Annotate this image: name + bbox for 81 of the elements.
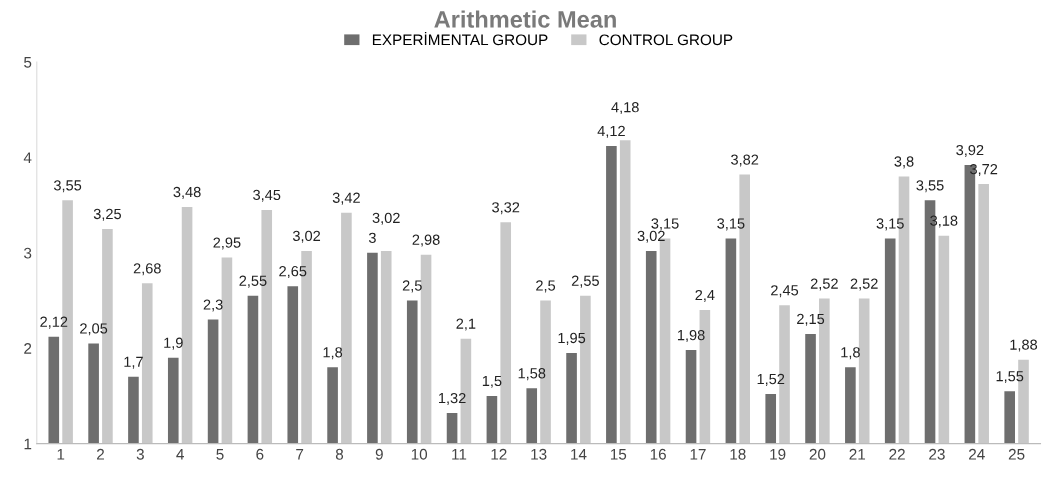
legend-label: EXPERİMENTAL GROUP [372, 31, 548, 46]
x-tick-label: 2 [97, 448, 104, 460]
data-label: 3,45 [253, 189, 281, 202]
data-label: 1,9 [164, 337, 183, 350]
data-label: 2,5 [536, 280, 556, 293]
data-label: 1,88 [1010, 339, 1038, 352]
data-label: 3,42 [332, 192, 360, 205]
data-label: 1,32 [439, 392, 466, 405]
x-tick-label: 18 [730, 448, 746, 460]
data-label: 2,55 [239, 275, 267, 288]
x-tick-label: 21 [849, 448, 866, 460]
data-label: 2,12 [40, 316, 68, 329]
data-label: 1,5 [482, 375, 502, 388]
data-label: 1,7 [124, 356, 143, 369]
y-tick-label: 5 [24, 57, 32, 68]
x-tick-label: 4 [176, 449, 184, 460]
data-label: 3,02 [372, 212, 400, 225]
data-label: 3,32 [492, 202, 520, 215]
y-tick-label: 4 [23, 152, 32, 163]
data-label: 3,15 [651, 218, 679, 231]
x-tick-label: 19 [770, 448, 786, 460]
x-tick-label: 17 [690, 449, 706, 460]
data-label: 3,55 [53, 180, 82, 193]
data-label: 2,1 [456, 318, 476, 331]
data-label: 3,8 [894, 156, 914, 169]
data-label: 3,55 [916, 180, 944, 193]
data-label: 3,02 [292, 230, 321, 243]
data-label: 2,4 [695, 289, 715, 302]
data-label: 2,52 [850, 278, 878, 291]
x-tick-label: 23 [929, 448, 945, 460]
legend-label: CONTROL GROUP [599, 34, 733, 46]
data-label: 1,8 [323, 347, 343, 360]
data-label: 2,45 [771, 285, 799, 298]
data-label: 3,25 [93, 208, 121, 221]
data-label: 2,95 [213, 237, 241, 250]
x-tick-label: 16 [650, 448, 666, 460]
data-label: 1,98 [677, 329, 705, 343]
x-tick-label: 25 [1008, 448, 1025, 460]
data-label: 3 [368, 232, 376, 243]
data-label: 2,52 [810, 278, 838, 291]
data-label: 1,8 [841, 347, 860, 360]
data-label: 3,92 [956, 144, 984, 157]
y-tick-label: 1 [24, 438, 32, 450]
y-tick-label: 3 [24, 247, 32, 259]
data-label: 2,5 [402, 280, 422, 293]
x-tick-label: 7 [296, 449, 304, 460]
y-tick-label: 2 [24, 343, 32, 354]
x-tick-label: 3 [136, 448, 144, 460]
data-label: 1,95 [558, 332, 586, 345]
data-label: 1,52 [757, 373, 785, 386]
x-tick-label: 5 [216, 449, 224, 460]
x-tick-label: 24 [969, 448, 985, 460]
data-label: 2,3 [203, 299, 223, 312]
data-label: 2,98 [412, 234, 440, 247]
x-tick-label: 22 [889, 448, 905, 460]
data-label: 3,15 [876, 218, 904, 231]
x-tick-label: 9 [375, 448, 383, 460]
x-tick-label: 8 [335, 448, 344, 460]
data-label: 3,02 [637, 230, 665, 243]
data-label: 2,05 [80, 323, 108, 336]
data-label: 3,15 [717, 218, 745, 231]
x-tick-label: 11 [452, 449, 467, 460]
data-label: 2,68 [133, 263, 161, 276]
data-label: 3,82 [731, 154, 759, 167]
data-label: 2,65 [279, 266, 307, 279]
x-tick-label: 13 [531, 448, 547, 460]
x-tick-label: 20 [809, 448, 826, 460]
data-label: 4,12 [597, 125, 625, 138]
data-label: 1,55 [996, 371, 1024, 384]
data-label: 2,55 [571, 275, 599, 288]
data-label: 3,48 [173, 186, 201, 199]
data-label: 2,15 [797, 313, 825, 326]
x-tick-label: 1 [57, 449, 65, 460]
chart-title: Arithmetic Mean [434, 10, 616, 28]
data-label: 4,18 [611, 102, 639, 115]
x-tick-label: 6 [256, 448, 264, 460]
data-label: 1,58 [518, 368, 546, 381]
x-tick-label: 14 [571, 449, 587, 460]
x-tick-label: 10 [411, 448, 428, 460]
x-tick-label: 15 [610, 449, 627, 460]
x-tick-label: 12 [491, 448, 507, 460]
